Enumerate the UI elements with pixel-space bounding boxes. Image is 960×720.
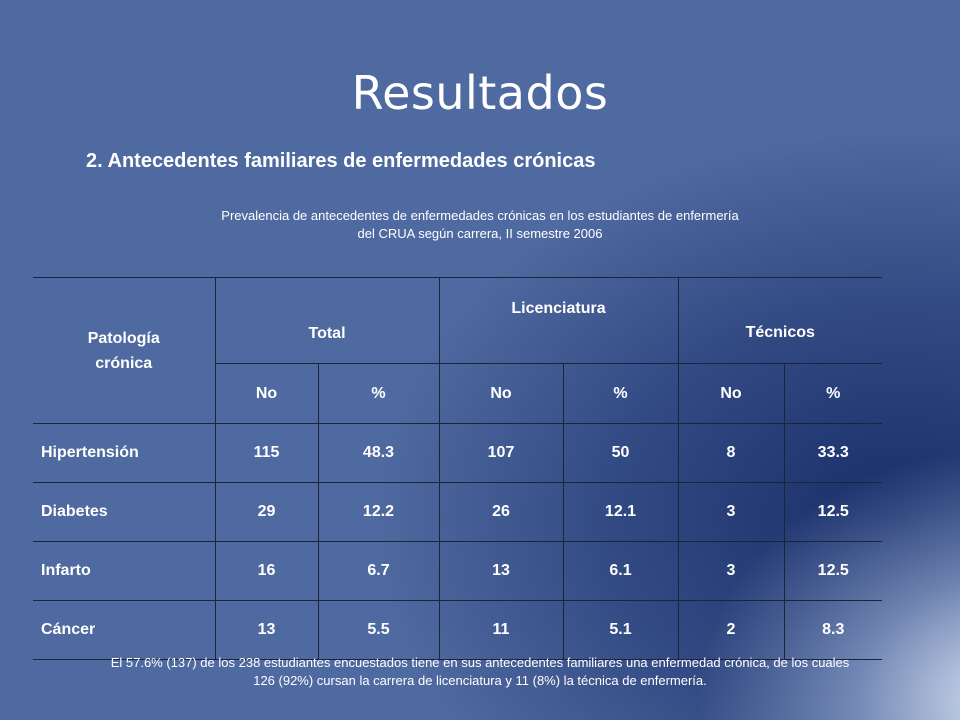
cell-tec-no: 8 <box>677 423 784 483</box>
table-row: Cáncer 13 5.5 11 5.1 2 8.3 <box>33 600 882 660</box>
header-total: Total <box>214 277 439 364</box>
cell-tec-pct: 8.3 <box>783 600 882 660</box>
table-row: Hipertensión 115 48.3 107 50 8 33.3 <box>33 423 882 483</box>
cell-total-pct: 6.7 <box>317 541 439 601</box>
cell-lic-no: 11 <box>438 600 563 660</box>
cell-lic-no: 107 <box>438 423 563 483</box>
table-row: Infarto 16 6.7 13 6.1 3 12.5 <box>33 541 882 601</box>
cell-total-no: 115 <box>214 423 318 483</box>
cell-lic-pct: 50 <box>562 423 678 483</box>
slide-title: Resultados <box>351 66 609 120</box>
row-label: Infarto <box>33 541 215 601</box>
row-label: Cáncer <box>33 600 215 660</box>
cell-tec-no: 2 <box>677 600 784 660</box>
header-licenciatura: Licenciatura <box>438 277 678 364</box>
section-subtitle: 2. Antecedentes familiares de enfermedad… <box>86 150 596 172</box>
cell-lic-pct: 5.1 <box>562 600 678 660</box>
cell-total-pct: 5.5 <box>317 600 439 660</box>
cell-total-no: 13 <box>214 600 318 660</box>
cell-tec-no: 3 <box>677 541 784 601</box>
header-patologia-line-2: crónica <box>95 354 153 372</box>
cell-tec-pct: 33.3 <box>783 423 882 483</box>
row-label: Diabetes <box>33 482 215 542</box>
cell-total-pct: 12.2 <box>317 482 439 542</box>
cell-tec-pct: 12.5 <box>783 482 882 542</box>
cell-total-pct: 48.3 <box>317 423 439 483</box>
header-patologia: Patología crónica <box>33 277 215 424</box>
table-row: Diabetes 29 12.2 26 12.1 3 12.5 <box>33 482 882 542</box>
table-caption: Prevalencia de antecedentes de enfermeda… <box>120 207 840 243</box>
cell-lic-no: 13 <box>438 541 563 601</box>
caption-line-2: del CRUA según carrera, II semestre 2006 <box>357 226 603 241</box>
prevalence-table: Patología crónica Total Licenciatura Téc… <box>33 277 882 660</box>
subheader-total-pct: % <box>317 363 439 424</box>
caption-line-1: Prevalencia de antecedentes de enfermeda… <box>221 208 739 223</box>
header-patologia-line-1: Patología <box>87 329 160 347</box>
subheader-tec-no: No <box>677 363 784 424</box>
subheader-lic-no: No <box>438 363 563 424</box>
summary-footnote: El 57.6% (137) de los 238 estudiantes en… <box>110 655 850 688</box>
row-label: Hipertensión <box>33 423 215 483</box>
subheader-tec-pct: % <box>783 363 882 424</box>
cell-total-no: 29 <box>214 482 318 542</box>
cell-lic-pct: 12.1 <box>562 482 678 542</box>
cell-lic-no: 26 <box>438 482 563 542</box>
cell-tec-no: 3 <box>677 482 784 542</box>
cell-total-no: 16 <box>214 541 318 601</box>
cell-tec-pct: 12.5 <box>783 541 882 601</box>
subheader-total-no: No <box>214 363 318 424</box>
header-tecnicos: Técnicos <box>677 277 882 364</box>
subheader-lic-pct: % <box>562 363 678 424</box>
cell-lic-pct: 6.1 <box>562 541 678 601</box>
